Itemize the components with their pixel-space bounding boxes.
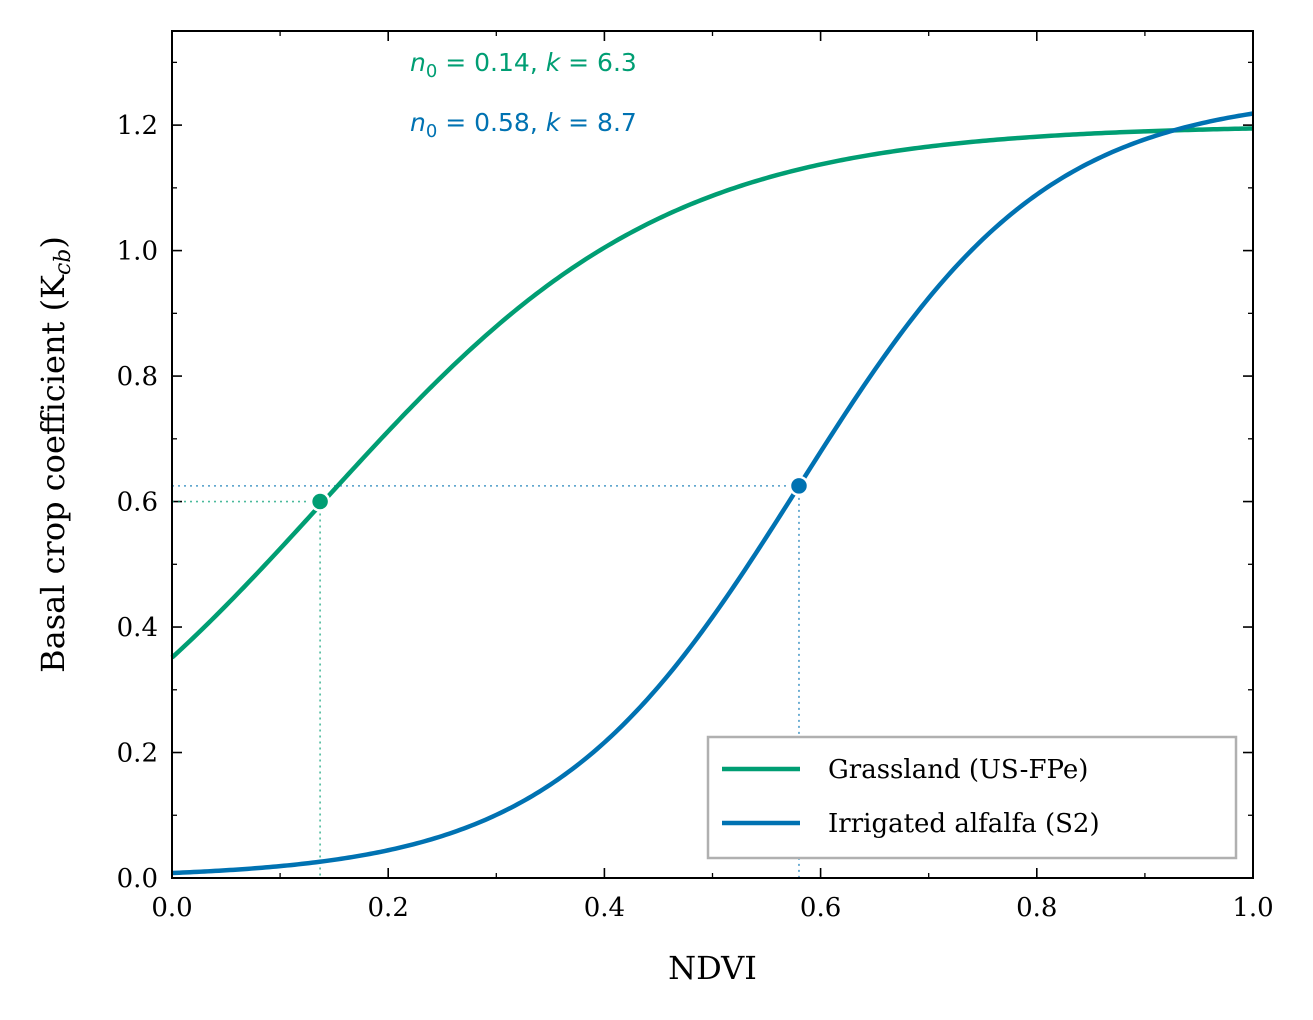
y-tick-label: 0.0	[117, 864, 158, 894]
highlight-point-1	[309, 491, 331, 512]
legend-box	[706, 735, 1238, 860]
plot-frame	[171, 30, 1254, 879]
legend-label-1: Grassland (US-FPe)	[828, 755, 1088, 785]
x-tick-label: 0.0	[151, 893, 192, 923]
x-tick-label: 0.4	[584, 893, 625, 923]
legend: Grassland (US-FPe) Irrigated alfalfa (S2)	[706, 735, 1238, 860]
x-tick-label: 0.6	[800, 893, 841, 923]
y-axis-title: Basal crop coefficient (Kcb)	[34, 236, 76, 673]
parameter-annotations: n0 = 0.14, k = 6.3 n0 = 0.58, k = 8.7	[410, 48, 637, 142]
x-tick-label: 1.0	[1232, 893, 1273, 923]
legend-label-2: Irrigated alfalfa (S2)	[828, 809, 1100, 839]
series-line-1	[170, 126, 1254, 660]
annotation-2: n0 = 0.58, k = 8.7	[410, 108, 637, 142]
x-axis-title: NDVI	[668, 949, 757, 987]
y-tick-label: 0.4	[117, 613, 158, 643]
y-tick-label: 1.0	[117, 237, 158, 267]
ticks-layer: 0.0 0.2 0.4 0.6 0.8 1.0 0.0 0.2 0.4 0.6 0.8 1.0 1.2	[117, 31, 1274, 923]
y-tick-label: 0.2	[117, 739, 158, 769]
series-line-2	[171, 111, 1254, 876]
y-tick-label: 0.6	[117, 488, 158, 518]
y-tick-label: 1.2	[117, 111, 158, 141]
annotation-1: n0 = 0.14, k = 6.3	[410, 48, 637, 82]
guide-lines	[172, 485, 800, 878]
highlight-point-2	[788, 475, 810, 497]
x-tick-label: 0.2	[368, 893, 409, 923]
y-tick-label: 0.8	[117, 362, 158, 392]
series-layer	[170, 111, 1254, 876]
x-tick-label: 0.8	[1016, 893, 1057, 923]
highlight-points	[309, 475, 810, 512]
